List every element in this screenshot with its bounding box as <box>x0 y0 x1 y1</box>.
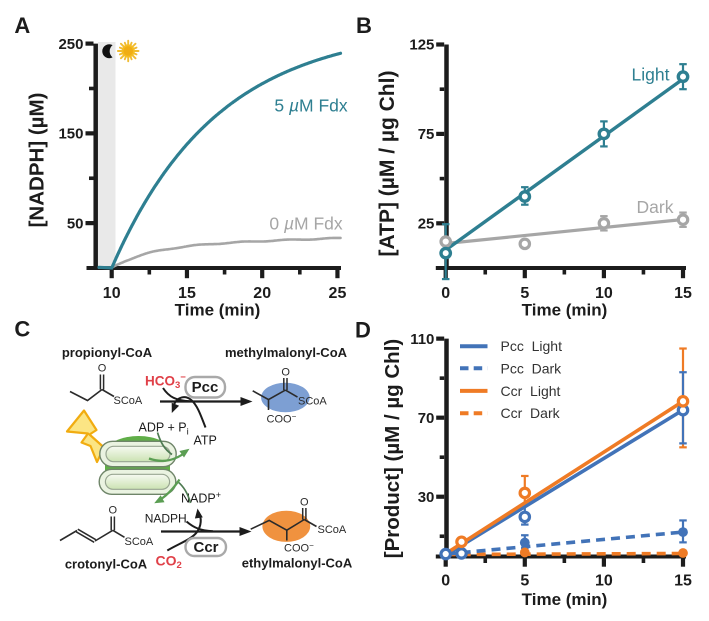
svg-text:CO2: CO2 <box>156 553 182 572</box>
svg-text:Time (min): Time (min) <box>522 300 608 319</box>
svg-text:SCoA: SCoA <box>114 395 143 407</box>
svg-text:25: 25 <box>329 285 347 302</box>
svg-text:[ATP] (µM / µg Chl): [ATP] (µM / µg Chl) <box>376 71 399 257</box>
svg-text:[Product] (µM / µg Chl): [Product] (µM / µg Chl) <box>381 339 404 558</box>
svg-text:SCoA: SCoA <box>318 524 347 536</box>
svg-text:SCoA: SCoA <box>125 536 154 548</box>
svg-text:30: 30 <box>418 489 435 506</box>
svg-text:methylmalonyl-CoA: methylmalonyl-CoA <box>225 345 348 360</box>
svg-text:O: O <box>109 505 118 517</box>
svg-text:Light: Light <box>632 65 670 85</box>
svg-text:O: O <box>300 497 309 509</box>
svg-text:COO−: COO− <box>267 412 297 426</box>
svg-text:ATP: ATP <box>194 434 217 448</box>
svg-text:250: 250 <box>58 36 83 53</box>
svg-text:D: D <box>355 318 371 343</box>
svg-text:25: 25 <box>418 216 435 233</box>
svg-text:Pcc Light: Pcc Light <box>501 338 563 354</box>
svg-text:COO−: COO− <box>284 541 314 555</box>
svg-text:10: 10 <box>103 285 121 302</box>
svg-text:15: 15 <box>674 573 692 590</box>
svg-text:Ccr Light: Ccr Light <box>501 383 561 399</box>
svg-text:Time (min): Time (min) <box>522 590 608 609</box>
svg-text:0 µM Fdx: 0 µM Fdx <box>269 214 343 234</box>
svg-text:20: 20 <box>253 285 271 302</box>
svg-text:C: C <box>14 317 30 342</box>
svg-text:0: 0 <box>441 573 450 590</box>
svg-text:O: O <box>98 363 107 375</box>
svg-text:propionyl-CoA: propionyl-CoA <box>62 345 153 360</box>
svg-text:5: 5 <box>520 285 529 302</box>
svg-text:[NADPH] (µM): [NADPH] (µM) <box>26 93 49 228</box>
svg-text:15: 15 <box>674 285 692 302</box>
svg-text:110: 110 <box>410 331 434 348</box>
svg-text:Ccr: Ccr <box>193 539 218 556</box>
svg-text:NADP+: NADP+ <box>181 490 221 506</box>
svg-text:125: 125 <box>409 37 434 54</box>
svg-text:15: 15 <box>178 285 196 302</box>
svg-text:Pcc: Pcc <box>192 379 219 396</box>
svg-text:ethylmalonyl-CoA: ethylmalonyl-CoA <box>242 556 353 571</box>
svg-text:5: 5 <box>520 573 529 590</box>
svg-text:SCoA: SCoA <box>298 396 327 408</box>
svg-text:ADP + Pi: ADP + Pi <box>139 421 189 438</box>
svg-text:A: A <box>14 13 30 38</box>
svg-text:0: 0 <box>441 285 450 302</box>
svg-text:10: 10 <box>595 573 613 590</box>
svg-text:10: 10 <box>595 285 613 302</box>
svg-text:75: 75 <box>418 126 435 143</box>
svg-text:HCO3−: HCO3− <box>145 372 186 391</box>
svg-text:Pcc Dark: Pcc Dark <box>501 360 563 376</box>
svg-text:NADPH: NADPH <box>145 512 187 526</box>
svg-text:Time (min): Time (min) <box>175 300 261 319</box>
svg-text:Ccr Dark: Ccr Dark <box>501 405 561 421</box>
svg-text:5 µM Fdx: 5 µM Fdx <box>274 96 348 116</box>
svg-text:O: O <box>281 367 290 379</box>
svg-text:70: 70 <box>418 410 435 427</box>
svg-text:B: B <box>356 13 372 38</box>
svg-text:Dark: Dark <box>637 197 674 217</box>
svg-text:150: 150 <box>58 126 83 143</box>
svg-text:50: 50 <box>67 215 84 232</box>
svg-text:crotonyl-CoA: crotonyl-CoA <box>65 557 148 572</box>
